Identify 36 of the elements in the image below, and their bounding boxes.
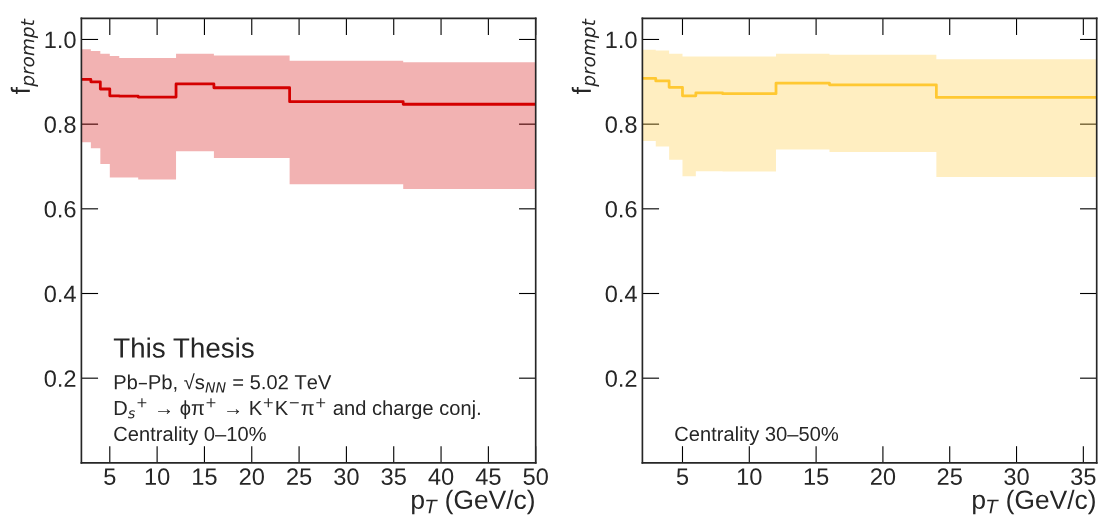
x-tick-label: 15	[804, 468, 829, 486]
x-tick-label: 5	[104, 468, 116, 486]
annotation: Centrality 0–10%	[114, 426, 266, 446]
y-axis-title: f$_{prompt}$	[571, 18, 599, 94]
x-tick-label: 40	[428, 468, 454, 486]
y-tick-label: 0.8	[605, 116, 637, 133]
annotation: Centrality 30–50%	[675, 426, 839, 446]
x-tick-label: 30	[1004, 468, 1029, 486]
x-tick-label: 35	[381, 468, 406, 486]
annotation: This Thesis	[113, 337, 254, 358]
x-tick-label: 20	[870, 468, 896, 486]
y-axis-title: f$_{prompt}$	[10, 18, 38, 94]
y-tick-label: 0.8	[44, 116, 76, 133]
annotation: Pb–Pb, √s$_{NN}$ = 5.02 TeV	[114, 373, 332, 393]
x-axis-title: p$_{T}$ (GeV/c)	[973, 489, 1095, 515]
x-tick-label: 45	[475, 468, 501, 486]
y-tick-label: 0.4	[605, 285, 637, 303]
y-tick-label: 0.6	[44, 200, 76, 218]
y-tick-label: 1.0	[606, 31, 637, 49]
y-tick-label: 1.0	[45, 31, 76, 49]
y-tick-label: 0.2	[44, 370, 76, 387]
x-tick-label: 25	[287, 468, 312, 486]
y-tick-label: 0.6	[605, 200, 637, 218]
y-tick-label: 0.2	[605, 370, 637, 387]
x-axis-title: p$_{T}$ (GeV/c)	[412, 489, 534, 515]
y-tick-label: 0.4	[44, 285, 76, 303]
x-tick-label: 30	[334, 468, 359, 486]
x-tick-label: 35	[1071, 468, 1096, 486]
x-tick-label: 50	[523, 468, 548, 486]
x-tick-label: 5	[676, 468, 689, 486]
x-tick-label: 15	[193, 468, 217, 486]
x-tick-label: 10	[145, 468, 170, 486]
x-tick-label: 10	[737, 468, 762, 486]
x-tick-label: 25	[937, 468, 962, 486]
text: D$_{s}$$^{+}$ → ϕπ$^{+}$ → K$^{+}$K$^{−}$π$^{+}$ and charge conj.	[114, 398, 480, 420]
x-tick-label: 20	[239, 468, 264, 486]
